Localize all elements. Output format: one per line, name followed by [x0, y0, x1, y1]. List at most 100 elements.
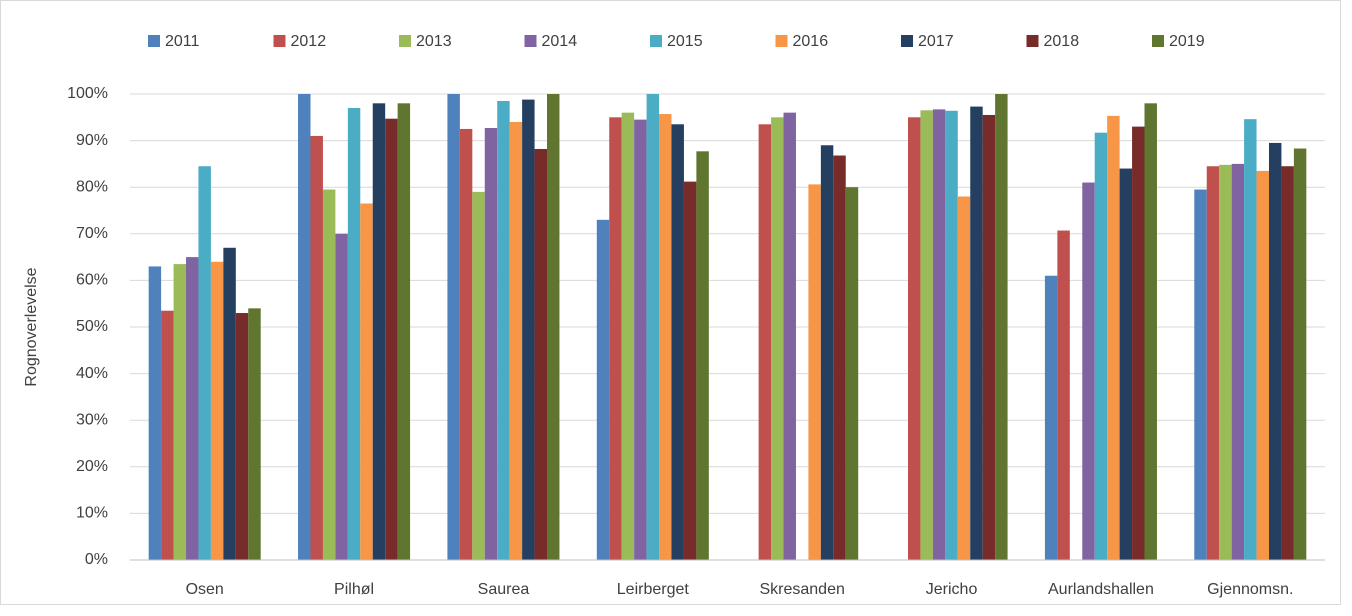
bar — [1244, 119, 1257, 560]
bar — [472, 191, 485, 561]
legend-swatch — [901, 35, 913, 47]
bar — [173, 264, 187, 560]
legend-swatch — [1152, 35, 1164, 47]
bar — [945, 110, 958, 560]
bar — [907, 117, 921, 561]
bar — [671, 124, 684, 560]
bar — [186, 257, 199, 560]
bar — [1219, 164, 1232, 560]
bar — [1094, 132, 1108, 561]
bar — [522, 99, 535, 560]
x-tick-label: Aurlandshallen — [1048, 581, 1154, 598]
x-tick-label: Gjennomsn. — [1207, 581, 1293, 598]
bar — [235, 313, 249, 560]
bar — [596, 219, 610, 560]
bar — [1107, 115, 1120, 560]
bar — [210, 261, 224, 560]
bar — [995, 94, 1008, 560]
bar — [223, 247, 236, 560]
bar — [696, 151, 709, 560]
bar — [198, 166, 211, 561]
legend-swatch — [775, 35, 788, 47]
bar — [347, 107, 361, 560]
legend-label: 2012 — [291, 33, 327, 50]
legend-swatch — [273, 35, 286, 47]
bar — [1194, 189, 1207, 560]
bar — [298, 94, 311, 560]
legend-swatch — [650, 35, 662, 47]
bar — [547, 94, 560, 560]
bar — [833, 155, 846, 560]
x-tick-label: Leirberget — [617, 581, 690, 598]
legend-swatch — [148, 35, 160, 47]
y-tick-label: 70% — [76, 225, 108, 242]
y-tick-label: 100% — [67, 85, 108, 102]
bar — [1132, 126, 1145, 561]
legend-label: 2013 — [416, 33, 452, 50]
bar — [957, 196, 971, 560]
y-tick-label: 40% — [76, 365, 108, 382]
bar — [646, 94, 660, 560]
bar — [932, 109, 946, 561]
bar — [484, 128, 498, 560]
bar — [1281, 166, 1294, 561]
legend-swatch — [399, 35, 411, 47]
bar — [808, 184, 821, 561]
y-tick-label: 10% — [76, 505, 108, 522]
bar — [1256, 170, 1269, 560]
bar — [161, 310, 174, 560]
y-tick-label: 90% — [76, 132, 108, 149]
bar — [310, 135, 323, 560]
legend-label: 2015 — [667, 33, 703, 50]
bar — [509, 121, 523, 561]
bar — [982, 114, 996, 560]
bar — [845, 187, 859, 560]
bar — [783, 112, 796, 560]
legend-label: 2019 — [1169, 33, 1205, 50]
bar — [447, 94, 460, 560]
bar — [322, 189, 336, 560]
bar — [1231, 163, 1245, 560]
bar — [534, 148, 548, 560]
bar — [621, 112, 635, 560]
legend-label: 2014 — [542, 33, 578, 50]
x-tick-label: Osen — [186, 581, 224, 598]
bar — [397, 103, 411, 560]
y-tick-label: 50% — [76, 318, 108, 335]
bar — [1144, 103, 1157, 560]
legend-label: 2017 — [918, 33, 954, 50]
y-axis-label: Rognoverlevelse — [23, 267, 40, 386]
bar — [1044, 275, 1058, 560]
bar — [372, 103, 386, 560]
bar — [1082, 182, 1095, 561]
bar — [1057, 230, 1070, 560]
bar — [1206, 166, 1220, 561]
bar — [920, 110, 933, 560]
legend-label: 2011 — [165, 33, 200, 50]
x-tick-label: Skresanden — [759, 581, 844, 598]
y-tick-label: 0% — [85, 551, 108, 568]
legend-label: 2016 — [793, 33, 829, 50]
bar — [683, 181, 697, 560]
bar — [148, 266, 162, 560]
y-tick-label: 60% — [76, 272, 108, 289]
legend-swatch — [524, 35, 537, 47]
legend-swatch — [1026, 35, 1039, 47]
bar — [1293, 148, 1307, 560]
y-tick-label: 30% — [76, 411, 108, 428]
legend-label: 2018 — [1044, 33, 1080, 50]
y-tick-label: 20% — [76, 458, 108, 475]
bar — [335, 233, 348, 561]
x-tick-label: Jericho — [926, 581, 978, 598]
y-tick-label: 80% — [76, 178, 108, 195]
bar — [634, 119, 647, 560]
bar — [248, 308, 261, 560]
x-tick-label: Saurea — [478, 581, 530, 598]
bar — [820, 145, 834, 560]
bar — [360, 203, 373, 560]
bar — [609, 117, 622, 561]
bar — [1119, 168, 1133, 560]
bar — [1268, 142, 1282, 560]
bar — [659, 114, 672, 561]
